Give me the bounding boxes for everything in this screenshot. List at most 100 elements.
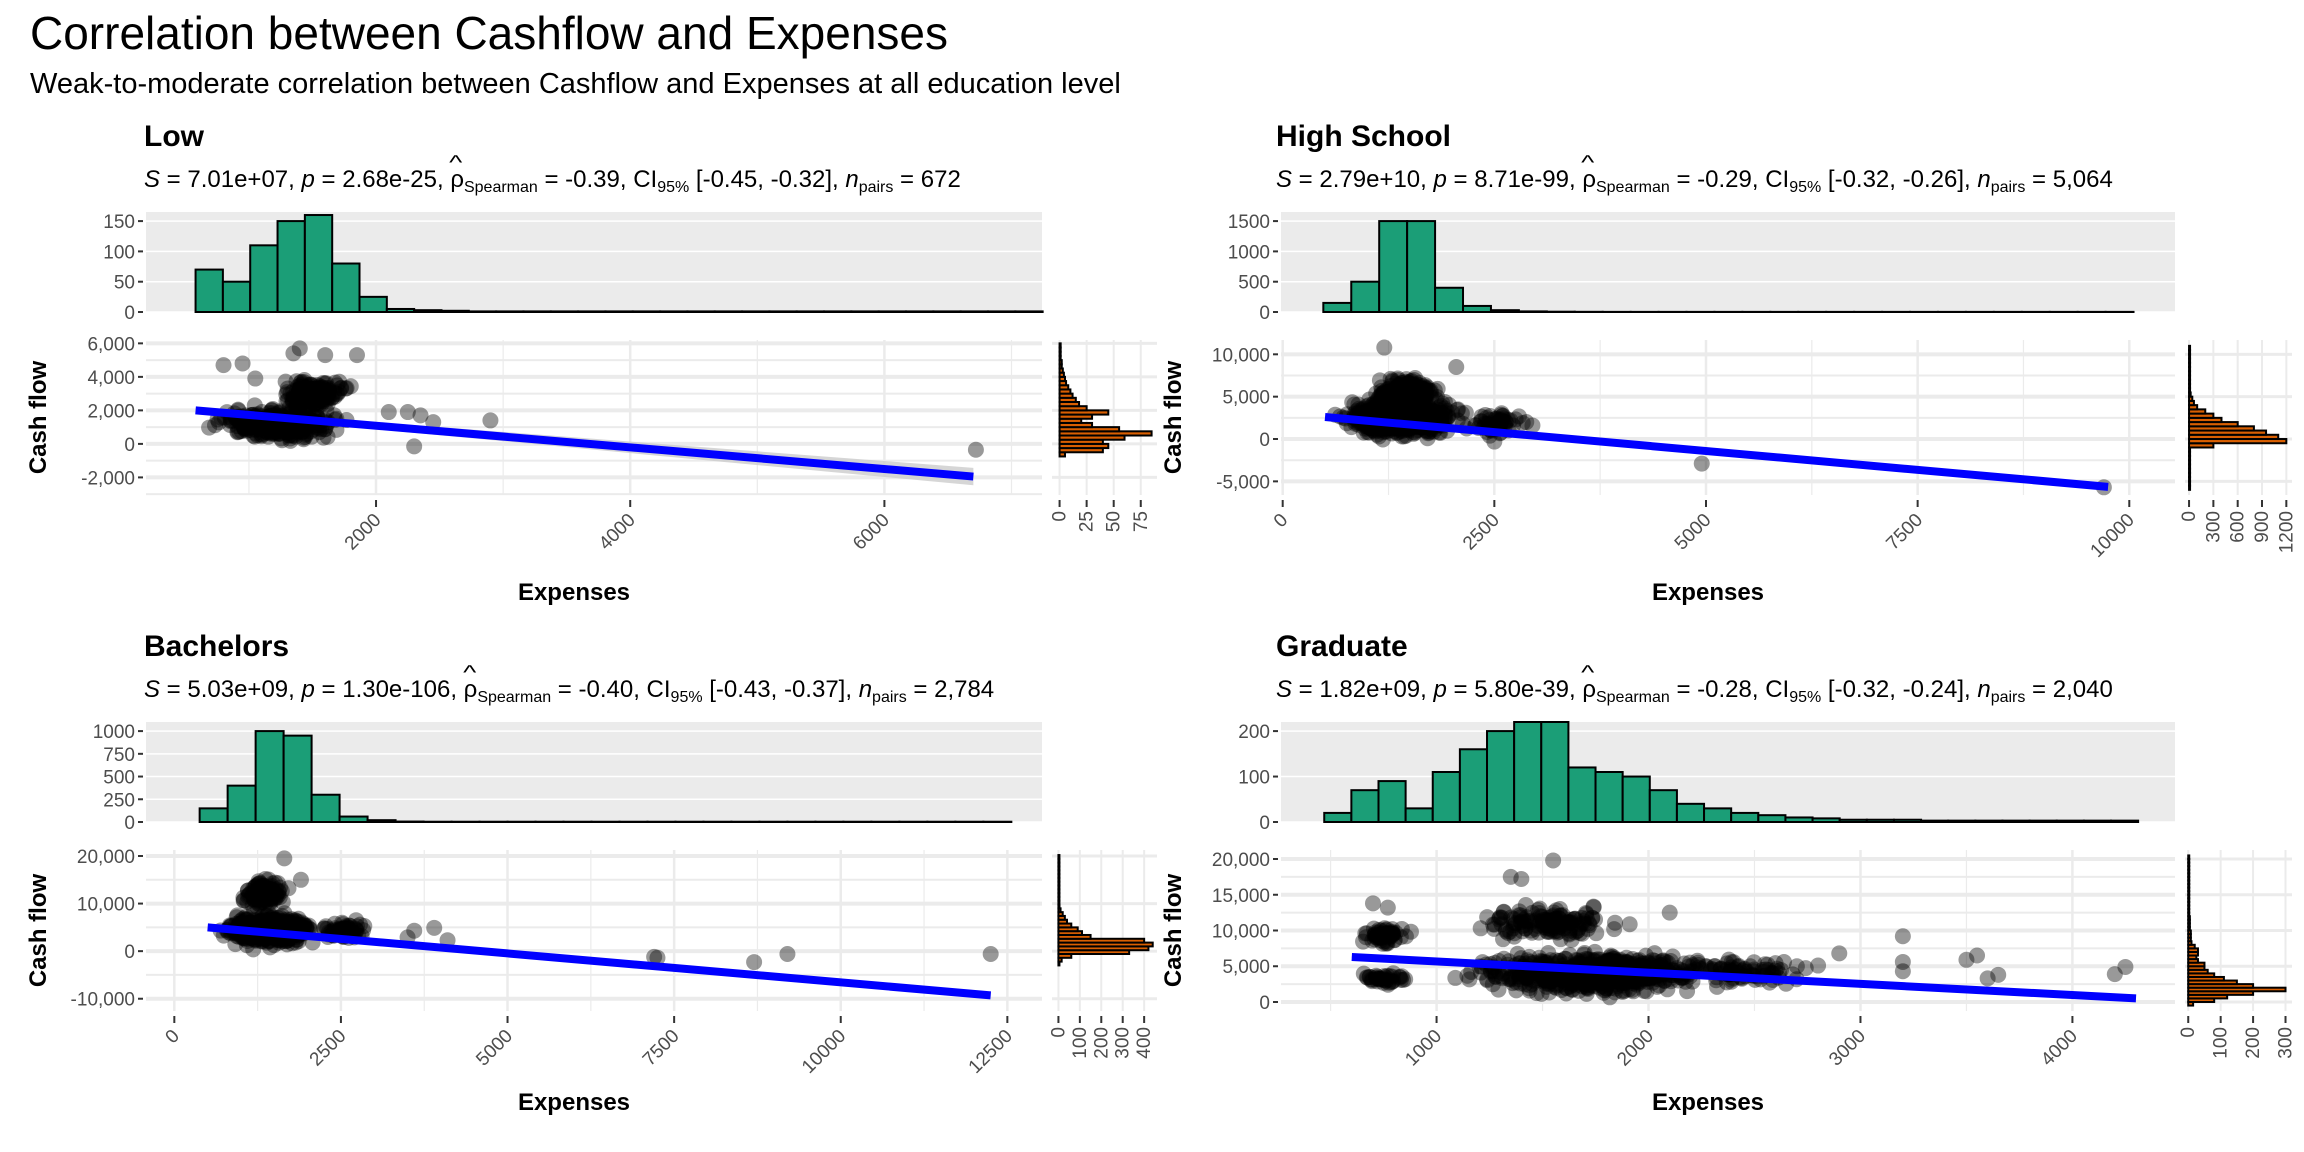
data-point (1377, 388, 1394, 405)
data-point (1392, 385, 1409, 402)
data-point (1371, 927, 1388, 944)
data-point (1406, 377, 1423, 394)
data-point (2117, 958, 2134, 975)
data-point (1401, 382, 1418, 399)
data-point (1434, 395, 1451, 412)
data-point (1385, 392, 1402, 409)
panel-stats: S = 1.82e+09, p = 5.80e-39, ρSpearman = … (1276, 676, 2113, 707)
data-point (1402, 388, 1419, 405)
data-point (297, 401, 314, 418)
data-point (1397, 398, 1414, 415)
stat-s-label: S (1276, 676, 1293, 703)
data-point (1412, 407, 1429, 424)
data-point (1392, 379, 1409, 396)
data-point (296, 391, 313, 408)
data-point (1421, 401, 1438, 418)
data-point (1376, 423, 1393, 440)
data-point (282, 385, 299, 402)
data-point (292, 382, 309, 399)
right-hist-bar (1057, 937, 1146, 944)
data-point (286, 420, 303, 437)
top-hist-bar (1486, 730, 1516, 823)
data-point (1391, 377, 1408, 394)
data-point (1588, 925, 1605, 942)
data-point (297, 426, 314, 443)
data-point (1398, 377, 1415, 394)
data-point (1408, 384, 1425, 401)
data-point (262, 420, 279, 437)
data-point (297, 428, 314, 445)
data-point (1388, 396, 1405, 413)
y-tick-label: 10,000 (1212, 922, 1270, 943)
data-point (1383, 382, 1400, 399)
right-hist-tick-label: 1200 (2276, 511, 2297, 553)
data-point (255, 416, 272, 433)
data-point (1370, 403, 1387, 420)
data-point (1412, 394, 1429, 411)
data-point (287, 400, 304, 417)
data-point (1403, 372, 1420, 389)
top-hist-bar (1517, 310, 1548, 314)
data-point (1382, 387, 1399, 404)
top-hist-bar (221, 280, 252, 313)
data-point (1401, 384, 1418, 401)
right-hist-tick-label: 100 (2211, 1027, 2232, 1059)
data-point (1408, 381, 1425, 398)
y-tick-label: -2,000 (81, 468, 135, 489)
data-point (1411, 380, 1428, 397)
data-point (265, 916, 282, 933)
data-point (1404, 405, 1421, 422)
data-point (249, 417, 266, 434)
top-hist-bar (1431, 771, 1461, 823)
stat-rho-sub: Spearman (463, 179, 538, 196)
data-point (1490, 981, 1507, 998)
x-tick-label: 3000 (1825, 1026, 1870, 1071)
data-point (1392, 376, 1409, 393)
data-point (1497, 414, 1514, 431)
x-tick-label: 2000 (1613, 1026, 1658, 1071)
data-point (321, 389, 338, 406)
data-point (276, 912, 293, 929)
data-point (318, 380, 335, 397)
data-point (1359, 404, 1376, 421)
panel-stats: S = 5.03e+09, p = 1.30e-106, ρSpearman =… (144, 676, 994, 707)
top-hist-bar (338, 815, 369, 824)
data-point (1387, 375, 1404, 392)
data-point (1510, 408, 1527, 425)
data-point (296, 390, 313, 407)
data-point (292, 377, 309, 394)
data-point (251, 911, 268, 928)
right-hist-tick-label: 75 (1131, 511, 1152, 532)
data-point (1402, 377, 1419, 394)
data-point (267, 418, 284, 435)
top-hist-bar (741, 310, 771, 314)
data-point (201, 419, 218, 436)
data-point (1408, 387, 1425, 404)
data-point (305, 387, 322, 404)
x-tick-label: 2000 (341, 510, 386, 555)
data-point (314, 384, 331, 401)
data-point (314, 383, 331, 400)
data-point (1395, 389, 1412, 406)
data-point (319, 384, 336, 401)
data-point (255, 932, 272, 949)
data-point (1400, 380, 1417, 397)
data-point (1392, 386, 1409, 403)
data-point (1412, 398, 1429, 415)
top-hist-tick-label: 250 (103, 790, 135, 811)
data-point (1424, 403, 1441, 420)
data-point (295, 388, 312, 405)
data-point (1365, 400, 1382, 417)
data-point (255, 418, 272, 435)
data-point (248, 416, 265, 433)
data-point (1408, 406, 1425, 423)
data-point (1390, 405, 1407, 422)
top-hist-bar (495, 310, 525, 314)
data-point (296, 423, 313, 440)
data-point (1483, 415, 1500, 432)
data-point (300, 397, 317, 414)
top-hist-bar (358, 295, 388, 313)
data-point (309, 377, 326, 394)
top-hist-bar (713, 310, 744, 314)
